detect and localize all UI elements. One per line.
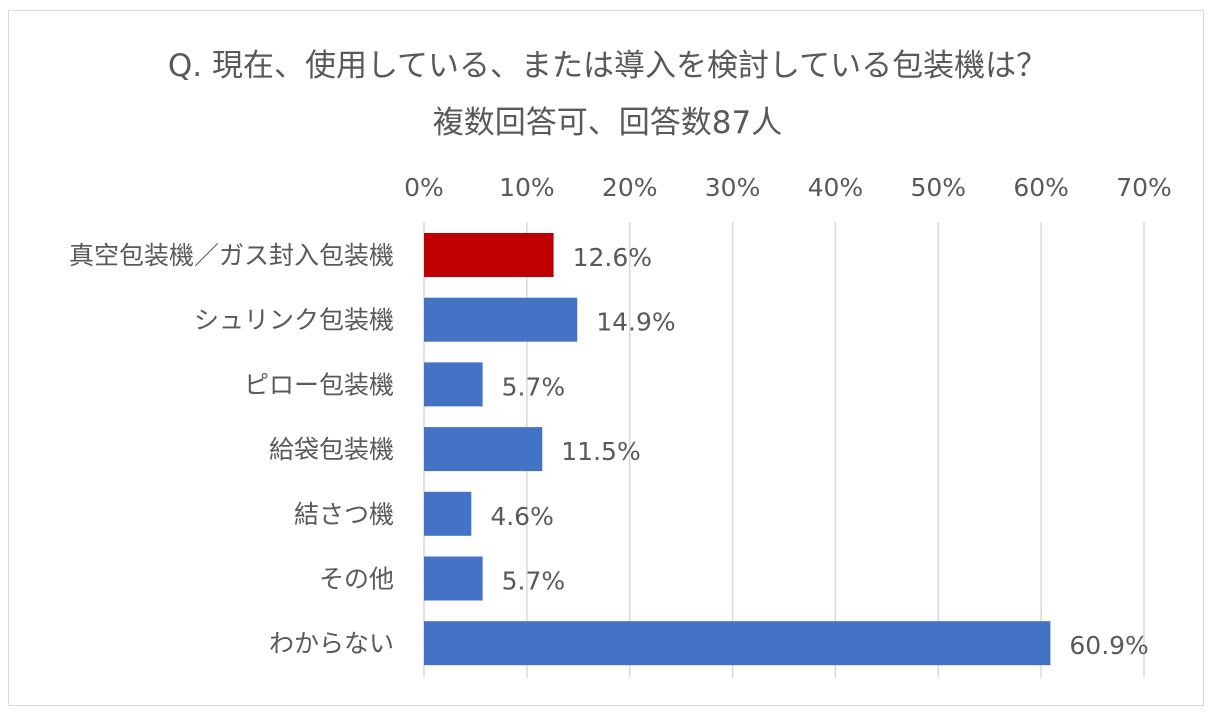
category-label: わからない (269, 629, 394, 658)
bar (424, 491, 472, 536)
bar (424, 297, 578, 342)
chart-subtitle: 複数回答可、回答数87人 (432, 105, 783, 141)
x-tick-label: 10% (499, 173, 555, 202)
category-label: シュリンク包装機 (194, 306, 394, 335)
data-label: 12.6% (573, 243, 652, 272)
bar (424, 233, 554, 277)
x-tick-label: 60% (1013, 173, 1069, 202)
x-tick-label: 20% (602, 173, 658, 202)
category-label: 給袋包装機 (269, 435, 394, 464)
x-tick-label: 30% (705, 173, 761, 202)
data-label: 5.7% (502, 372, 566, 401)
data-label: 11.5% (561, 437, 640, 466)
x-tick-label: 40% (808, 173, 864, 202)
data-label: 5.7% (502, 567, 566, 596)
bar (424, 556, 483, 601)
bar (424, 427, 543, 472)
chart-title: Q. 現在、使用している、または導入を検討している包装機は？ (167, 48, 1048, 84)
bar (424, 362, 483, 407)
category-label: 結さつ機 (294, 500, 394, 529)
category-label: ピロー包装機 (244, 370, 394, 399)
data-label: 14.9% (596, 308, 675, 337)
category-label: 真空包装機／ガス封入包装機 (69, 241, 394, 270)
category-label: その他 (319, 565, 394, 594)
chart-frame (8, 10, 1204, 706)
x-tick-label: 0% (404, 173, 444, 202)
data-label: 60.9% (1069, 631, 1148, 660)
bar (424, 621, 1051, 666)
data-label: 4.6% (490, 502, 554, 531)
x-tick-label: 70% (1116, 173, 1172, 202)
x-tick-label: 50% (910, 173, 966, 202)
